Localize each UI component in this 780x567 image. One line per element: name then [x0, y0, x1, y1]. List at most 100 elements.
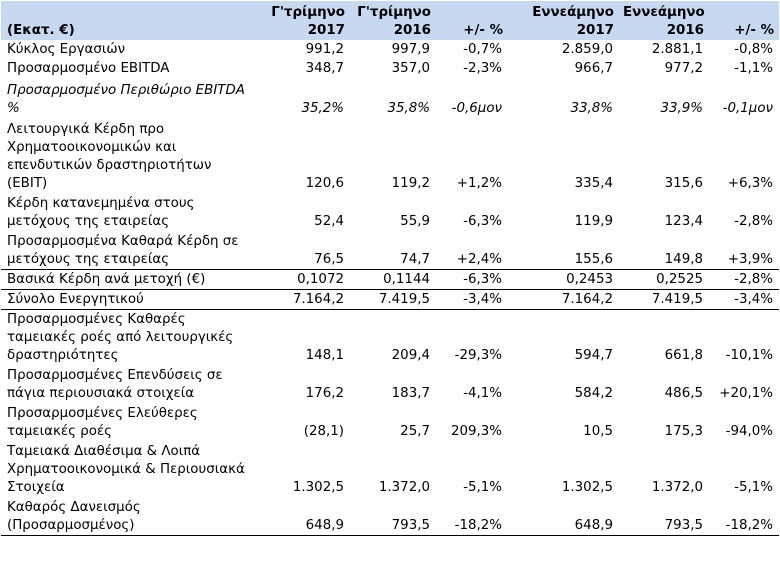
row-value: -0,8% [734, 42, 773, 57]
column-gap [508, 288, 518, 309]
column-gap [508, 78, 518, 118]
column-gap [508, 268, 518, 289]
row-value: -0,6μον [451, 101, 502, 116]
row-value: 966,7 [574, 61, 613, 76]
row-value: +2,4% [456, 251, 502, 267]
row-value: 793,5 [350, 497, 436, 536]
row-value: -4,1% [463, 386, 502, 401]
row-value: 155,6 [574, 251, 613, 267]
col-header-q3-2016: Γ'τρίμηνο 2016 [350, 1, 436, 40]
row-value: -5,1% [734, 480, 773, 495]
column-gap [508, 40, 518, 59]
table-row: Βασικά Κέρδη ανά μετοχή (€) 0,1072 0,1144-… [1, 268, 779, 289]
row-label: Προσαρμοσμένες Καθαρές ταμειακές ροές απ… [1, 308, 259, 365]
table-row: Προσαρμοσμένες Ελεύθερες ταμειακές ροές (… [1, 403, 779, 441]
row-label: Λειτουργικά Κέρδη προ Χρηματοοικονομικών… [7, 122, 212, 191]
row-value: 35,8% [387, 101, 430, 116]
row-label: Κύκλος Εργασιών [7, 42, 126, 57]
row-value: 335,4 [574, 176, 613, 191]
table-row: Προσαρμοσμένο EBITDA 348,7 357,0 -2,3% 966,7… [1, 59, 779, 78]
row-value: 123,4 [664, 214, 703, 229]
column-gap [508, 59, 518, 78]
row-label: Ταμειακά Διαθέσιμα & Λοιπά Χρηματοοικονο… [7, 444, 245, 495]
header-gap [508, 1, 518, 40]
table-row: Ταμειακά Διαθέσιμα & Λοιπά Χρηματοοικονο… [1, 441, 779, 497]
row-value: -6,3% [436, 268, 508, 289]
row-value: 10,5 [583, 424, 613, 439]
row-value: -0,7% [463, 42, 502, 57]
row-label: Προσαρμοσμένες Ελεύθερες ταμειακές ροές [7, 406, 198, 439]
row-value: 76,5 [314, 251, 344, 267]
table-row: Προσαρμοσμένες Καθαρές ταμειακές ροές απ… [1, 308, 779, 365]
row-value: (28,1) [303, 424, 344, 439]
row-value: 648,9 [518, 497, 619, 536]
row-value: 977,2 [664, 61, 703, 76]
row-value: +6,3% [727, 176, 773, 191]
col-header-q3-change: +/- % [436, 1, 508, 40]
row-value: 0,1144 [350, 268, 436, 289]
row-value: 176,2 [305, 386, 344, 401]
row-value: -10,1% [709, 308, 779, 365]
row-value: 2.881,1 [651, 42, 703, 57]
row-value: 209,4 [350, 308, 436, 365]
column-gap [508, 441, 518, 497]
row-label: Προσαρμοσμένο EBITDA [7, 61, 170, 76]
row-value: 149,8 [664, 251, 703, 267]
row-value: 7.419,5 [619, 288, 709, 309]
row-value: -18,2% [709, 497, 779, 536]
row-value: 486,5 [664, 386, 703, 401]
row-value: 1.302,5 [292, 480, 344, 495]
row-value: 357,0 [391, 61, 430, 76]
row-value: 7.164,2 [259, 288, 350, 309]
column-gap [508, 365, 518, 403]
table-row: Κέρδη κατανεμημένα στους μετόχους της ετ… [1, 193, 779, 231]
column-gap [508, 193, 518, 231]
row-value: 148,1 [259, 308, 350, 365]
row-value: 584,2 [574, 386, 613, 401]
row-value: 183,7 [391, 386, 430, 401]
row-value: 35,2% [301, 101, 344, 116]
row-value: 315,6 [664, 176, 703, 191]
table-row: Καθαρός Δανεισμός (Προσαρμοσμένος) 648,9 7… [1, 497, 779, 536]
row-value: 120,6 [305, 176, 344, 191]
row-value: -2,3% [463, 61, 502, 76]
table-row: Λειτουργικά Κέρδη προ Χρηματοοικονομικών… [1, 118, 779, 193]
row-value: -3,4% [709, 288, 779, 309]
row-value: -2,8% [734, 214, 773, 229]
row-value: 209,3% [450, 424, 502, 439]
row-label: Κέρδη κατανεμημένα στους μετόχους της ετ… [7, 196, 195, 229]
row-label: Προσαρμοσμένες Επενδύσεις σε πάγια περιο… [7, 368, 223, 401]
col-header-q3-2017: Γ'τρίμηνο 2017 [259, 1, 350, 40]
col-header-9m-change: +/- % [709, 1, 779, 40]
unit-header: (Εκατ. €) [1, 1, 259, 40]
column-gap [508, 118, 518, 193]
row-value: 33,9% [660, 101, 703, 116]
col-header-9m-2017: Εννεάμηνο 2017 [518, 1, 619, 40]
table-row: Προσαρμοσμένα Καθαρά Κέρδη σε μετόχους τ… [1, 231, 779, 269]
row-value: +3,9% [727, 251, 773, 267]
row-label: Σύνολο Ενεργητικού [1, 288, 259, 309]
row-value: 348,7 [305, 61, 344, 76]
financial-results-table: (Εκατ. €) Γ'τρίμηνο 2017 Γ'τρίμηνο 2016 +/… [1, 1, 779, 536]
column-gap [508, 231, 518, 269]
row-value: 119,9 [574, 214, 613, 229]
row-value: 0,1072 [259, 268, 350, 289]
row-value: 52,4 [314, 214, 344, 229]
row-value: 119,2 [391, 176, 430, 191]
row-value: 661,8 [619, 308, 709, 365]
table-row: Προσαρμοσμένο Περιθώριο EBITDA % 35,2% 35,… [1, 78, 779, 118]
row-value: 1.302,5 [561, 480, 613, 495]
row-value: 33,8% [570, 101, 613, 116]
row-value: 648,9 [259, 497, 350, 536]
row-value: -94,0% [725, 424, 773, 439]
row-value: -2,8% [709, 268, 779, 289]
row-value: 2.859,0 [561, 42, 613, 57]
row-label: Προσαρμοσμένο Περιθώριο EBITDA % [7, 83, 245, 116]
row-value: 0,2525 [619, 268, 709, 289]
row-value: 991,2 [305, 42, 344, 57]
table-row: Προσαρμοσμένες Επενδύσεις σε πάγια περιο… [1, 365, 779, 403]
row-value: 0,2453 [518, 268, 619, 289]
column-gap [508, 497, 518, 536]
row-value: 1.372,0 [378, 480, 430, 495]
row-value: 997,9 [391, 42, 430, 57]
